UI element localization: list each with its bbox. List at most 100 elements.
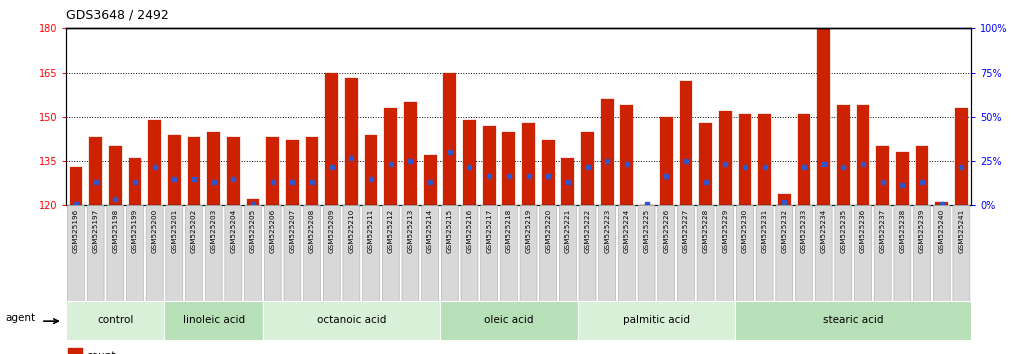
Bar — [660, 117, 672, 205]
FancyBboxPatch shape — [875, 205, 891, 302]
Text: GSM525215: GSM525215 — [446, 209, 453, 253]
Text: GSM525218: GSM525218 — [505, 209, 512, 253]
FancyBboxPatch shape — [262, 301, 440, 340]
Bar — [227, 137, 240, 205]
Bar — [168, 135, 181, 205]
Bar — [345, 79, 358, 205]
Text: oleic acid: oleic acid — [484, 315, 534, 325]
FancyBboxPatch shape — [284, 205, 301, 302]
FancyBboxPatch shape — [638, 205, 655, 302]
Bar — [700, 123, 712, 205]
Bar — [896, 152, 909, 205]
FancyBboxPatch shape — [736, 205, 754, 302]
Text: GSM525213: GSM525213 — [408, 209, 414, 253]
Text: GDS3648 / 2492: GDS3648 / 2492 — [66, 9, 169, 22]
Text: GSM525231: GSM525231 — [762, 209, 768, 253]
Bar — [365, 135, 377, 205]
Bar — [877, 146, 889, 205]
Text: GSM525233: GSM525233 — [801, 209, 806, 253]
Bar — [69, 167, 82, 205]
Text: GSM525217: GSM525217 — [486, 209, 492, 253]
FancyBboxPatch shape — [481, 205, 497, 302]
Text: GSM525206: GSM525206 — [270, 209, 276, 253]
Text: GSM525209: GSM525209 — [328, 209, 335, 253]
Text: GSM525203: GSM525203 — [211, 209, 217, 253]
Text: GSM525240: GSM525240 — [939, 209, 945, 253]
FancyBboxPatch shape — [66, 301, 165, 340]
FancyBboxPatch shape — [441, 205, 459, 302]
Text: GSM525202: GSM525202 — [191, 209, 197, 253]
FancyBboxPatch shape — [894, 205, 911, 302]
FancyBboxPatch shape — [578, 301, 735, 340]
Bar — [738, 114, 752, 205]
Text: GSM525212: GSM525212 — [387, 209, 394, 253]
Text: palmitic acid: palmitic acid — [622, 315, 690, 325]
Bar — [915, 146, 929, 205]
Text: GSM525219: GSM525219 — [526, 209, 532, 253]
FancyBboxPatch shape — [717, 205, 733, 302]
Text: GSM525210: GSM525210 — [349, 209, 354, 253]
Text: stearic acid: stearic acid — [823, 315, 884, 325]
FancyBboxPatch shape — [835, 205, 852, 302]
Text: GSM525234: GSM525234 — [821, 209, 827, 253]
FancyBboxPatch shape — [461, 205, 478, 302]
Text: GSM525239: GSM525239 — [919, 209, 925, 253]
Bar — [856, 105, 870, 205]
Bar — [306, 137, 318, 205]
Bar — [286, 141, 299, 205]
FancyBboxPatch shape — [126, 205, 143, 302]
FancyBboxPatch shape — [757, 205, 773, 302]
Text: GSM525222: GSM525222 — [585, 209, 591, 253]
Text: GSM525208: GSM525208 — [309, 209, 315, 253]
FancyBboxPatch shape — [520, 205, 537, 302]
FancyBboxPatch shape — [363, 205, 379, 302]
FancyBboxPatch shape — [87, 205, 104, 302]
Bar — [325, 73, 338, 205]
FancyBboxPatch shape — [913, 205, 931, 302]
Bar — [581, 132, 594, 205]
FancyBboxPatch shape — [323, 205, 341, 302]
FancyBboxPatch shape — [304, 205, 320, 302]
Bar — [542, 141, 554, 205]
Bar — [936, 202, 948, 205]
FancyBboxPatch shape — [165, 301, 262, 340]
FancyBboxPatch shape — [934, 205, 950, 302]
Bar — [404, 102, 417, 205]
Text: GSM525211: GSM525211 — [368, 209, 374, 253]
FancyBboxPatch shape — [735, 301, 971, 340]
Bar — [561, 158, 575, 205]
FancyBboxPatch shape — [382, 205, 400, 302]
Text: GSM525225: GSM525225 — [644, 209, 650, 253]
Text: GSM525216: GSM525216 — [467, 209, 473, 253]
Text: GSM525205: GSM525205 — [250, 209, 256, 253]
Text: GSM525241: GSM525241 — [958, 209, 964, 253]
Bar — [89, 137, 102, 205]
FancyBboxPatch shape — [343, 205, 360, 302]
Text: GSM525220: GSM525220 — [545, 209, 551, 253]
FancyBboxPatch shape — [776, 205, 793, 302]
FancyBboxPatch shape — [953, 205, 970, 302]
Bar — [424, 155, 436, 205]
FancyBboxPatch shape — [795, 205, 813, 302]
FancyBboxPatch shape — [146, 205, 163, 302]
Text: GSM525224: GSM525224 — [623, 209, 630, 253]
FancyBboxPatch shape — [540, 205, 556, 302]
Bar — [187, 137, 200, 205]
FancyBboxPatch shape — [185, 205, 202, 302]
FancyBboxPatch shape — [579, 205, 596, 302]
Text: GSM525201: GSM525201 — [171, 209, 177, 253]
FancyBboxPatch shape — [67, 205, 84, 302]
Text: GSM525221: GSM525221 — [564, 209, 571, 253]
FancyBboxPatch shape — [500, 205, 518, 302]
Bar — [502, 132, 516, 205]
Bar — [128, 158, 141, 205]
Bar — [778, 194, 790, 205]
FancyBboxPatch shape — [816, 205, 832, 302]
Bar — [266, 137, 279, 205]
Text: GSM525223: GSM525223 — [604, 209, 610, 253]
FancyBboxPatch shape — [440, 301, 578, 340]
Bar — [601, 99, 613, 205]
FancyBboxPatch shape — [697, 205, 714, 302]
FancyBboxPatch shape — [402, 205, 419, 302]
Bar — [797, 114, 811, 205]
